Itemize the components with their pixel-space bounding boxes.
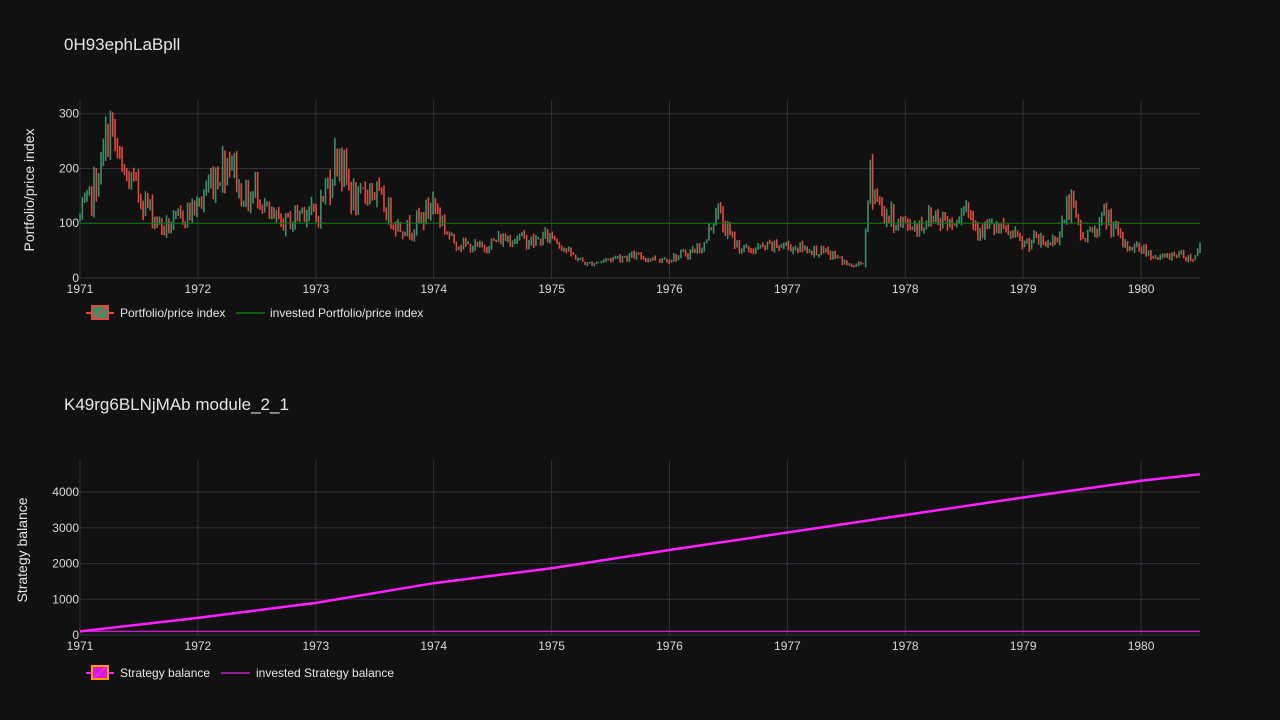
chart-2-x-tick-label: 1980	[1128, 639, 1155, 653]
chart-2-legend: Strategy balance invested Strategy balan…	[86, 665, 394, 680]
chart-2-y-tick-label: 0	[72, 628, 79, 642]
chart-2-x-tick-label: 1975	[538, 639, 565, 653]
chart-1-y-ticks: 0 100 200 300	[59, 107, 79, 285]
chart-1-y-tick-label: 100	[59, 216, 79, 230]
chart-2-grid	[79, 460, 1200, 636]
chart-2-y-tick-label: 2000	[52, 557, 79, 571]
chart-1-x-tick-label: 1975	[538, 282, 565, 296]
chart-2-y-axis-label: Strategy balance	[14, 497, 30, 602]
chart-2-y-tick-label: 1000	[52, 592, 79, 606]
legend-item-invested-strategy[interactable]: invested Strategy balance	[221, 666, 394, 680]
chart-2-balance-line	[79, 473, 1201, 633]
chart-1: 0H93ephLaBpll 1971 1972 1973 1974 1975 1976 19…	[21, 35, 1201, 320]
legend-label-portfolio: Portfolio/price index	[120, 306, 225, 320]
chart-2-x-tick-label: 1973	[302, 639, 329, 653]
chart-1-x-tick-label: 1979	[1010, 282, 1037, 296]
legend-candle-slash-2	[93, 666, 107, 679]
chart-2-x-ticks: 1971 1972 1973 1974 1975 1976 1977 1978 1979 1980	[67, 639, 1155, 653]
chart-2-x-tick-label: 1977	[774, 639, 801, 653]
chart-1-x-tick-label: 1976	[656, 282, 683, 296]
legend-item-invested-portfolio[interactable]: invested Portfolio/price index	[236, 306, 423, 320]
chart-1-title: 0H93ephLaBpll	[64, 35, 180, 54]
legend-item-strategy-balance[interactable]: Strategy balance	[86, 665, 210, 680]
legend-candle-slash	[93, 306, 107, 319]
chart-1-x-tick-label: 1974	[420, 282, 447, 296]
legend-label-invested-strategy: invested Strategy balance	[256, 666, 394, 680]
chart-2-y-tick-label: 3000	[52, 521, 79, 535]
chart-1-legend: Portfolio/price index invested Portfolio…	[86, 305, 423, 320]
chart-2-x-tick-label: 1976	[656, 639, 683, 653]
chart-2-x-tick-label: 1972	[185, 639, 212, 653]
chart-1-candles	[79, 110, 1201, 268]
chart-1-x-tick-label: 1978	[892, 282, 919, 296]
chart-2-title: K49rg6BLNjMAb module_2_1	[64, 395, 289, 414]
chart-1-y-tick-label: 200	[59, 161, 79, 175]
chart-2-x-tick-label: 1971	[67, 639, 94, 653]
legend-item-portfolio[interactable]: Portfolio/price index	[86, 305, 225, 320]
chart-1-x-tick-label: 1971	[67, 282, 94, 296]
chart-1-x-tick-label: 1973	[302, 282, 329, 296]
chart-1-x-tick-label: 1977	[774, 282, 801, 296]
chart-2: K49rg6BLNjMAb module_2_1 1971 1972 1973 197…	[14, 395, 1201, 680]
chart-2-x-tick-label: 1978	[892, 639, 919, 653]
chart-1-x-tick-label: 1980	[1128, 282, 1155, 296]
chart-2-x-tick-label: 1974	[420, 639, 447, 653]
chart-2-y-ticks: 0 1000 2000 3000 4000	[52, 485, 79, 642]
chart-1-x-ticks: 1971 1972 1973 1974 1975 1976 1977 1978 1979 1980	[67, 282, 1155, 296]
chart-1-y-axis-label: Portfolio/price index	[21, 129, 37, 252]
legend-label-invested-portfolio: invested Portfolio/price index	[270, 306, 423, 320]
chart-2-y-tick-label: 4000	[52, 485, 79, 499]
chart-1-y-tick-label: 0	[72, 271, 79, 285]
chart-1-y-tick-label: 300	[59, 107, 79, 121]
legend-label-strategy-balance: Strategy balance	[120, 666, 210, 680]
chart-1-x-tick-label: 1972	[185, 282, 212, 296]
chart-2-x-tick-label: 1979	[1010, 639, 1037, 653]
